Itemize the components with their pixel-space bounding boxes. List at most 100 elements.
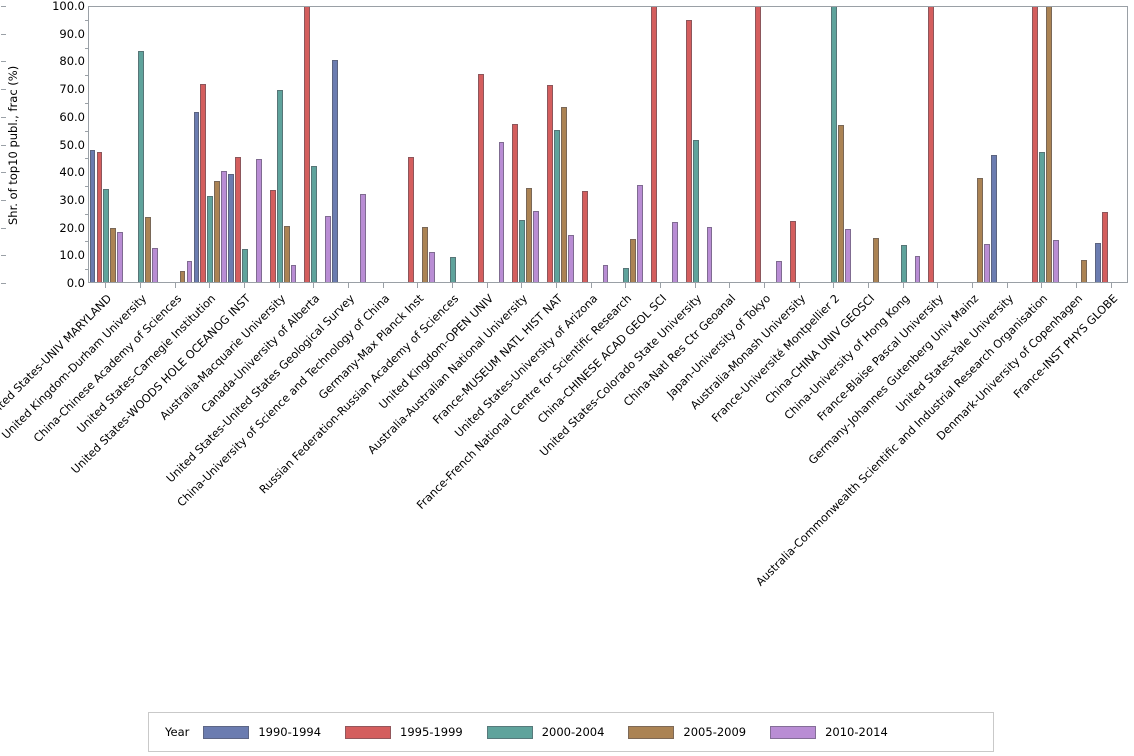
bar-group <box>89 7 124 282</box>
legend: Year 1990-1994 1995-1999 2000-2004 2005-200… <box>148 712 994 752</box>
bar <box>422 226 429 282</box>
x-tick-mark <box>937 283 939 288</box>
bar <box>602 265 609 282</box>
y-tick-label: 80.0 <box>1 54 94 68</box>
bar <box>408 156 415 282</box>
x-tick-label: Russian Federation-Russian Academy of Sc… <box>256 292 462 497</box>
bar-group <box>228 7 263 282</box>
x-tick-label: Australia-Commonwealth Scientific and In… <box>753 292 1051 589</box>
x-tick-mark <box>590 283 592 288</box>
x-tick-label: France-French National Centre for Scient… <box>414 292 635 512</box>
bar <box>117 232 124 282</box>
bar <box>311 165 318 282</box>
bar <box>200 83 207 282</box>
x-tick-mark <box>452 283 453 288</box>
legend-label: 1995-1999 <box>400 725 463 739</box>
legend-label: 2005-2009 <box>683 725 747 739</box>
bar-group <box>782 7 817 282</box>
bar-group <box>956 7 991 282</box>
legend-swatch <box>770 725 817 739</box>
bar <box>1046 7 1053 282</box>
bar-group <box>505 7 540 282</box>
x-tick-label: United States-United States Geological S… <box>163 292 358 486</box>
bar <box>526 188 533 282</box>
legend-swatch <box>203 725 250 739</box>
bar <box>1053 240 1060 282</box>
x-tick-mark <box>174 283 176 288</box>
y-tick-mark <box>1 227 6 229</box>
bar <box>276 89 283 282</box>
x-tick-label: United Kingdom-Durham University <box>0 292 150 442</box>
legend-title: Year <box>165 725 190 739</box>
bar-group <box>644 7 679 282</box>
bar <box>637 185 644 282</box>
bar <box>900 244 907 282</box>
y-tick-mark <box>1 33 6 35</box>
x-tick-mark <box>382 283 384 288</box>
y-tick-mark <box>1 255 6 257</box>
bar <box>692 139 699 282</box>
bar <box>138 50 144 282</box>
bar <box>845 229 852 282</box>
x-tick-label: Australia-Macquarie University <box>157 292 288 423</box>
x-tick-label: China-Chinese Academy of Sciences <box>30 292 184 445</box>
x-tick-label: Canada-University of Alberta <box>199 292 323 416</box>
bar <box>103 189 110 282</box>
bar <box>152 248 158 282</box>
bar <box>914 255 921 282</box>
y-minor-tick-mark <box>85 130 88 132</box>
bar <box>477 74 484 282</box>
bar <box>561 106 567 282</box>
x-tick-mark <box>105 283 107 288</box>
legend-item[interactable]: 2005-2009 <box>628 725 746 739</box>
bar-group <box>297 7 332 282</box>
y-minor-tick-mark <box>85 269 88 271</box>
bar-group <box>262 7 297 282</box>
bar-group <box>817 7 852 282</box>
x-tick-mark <box>798 283 800 288</box>
bar <box>221 170 228 282</box>
x-tick-label: China-University of Hong Kong <box>781 292 912 423</box>
x-tick-mark <box>1041 283 1043 288</box>
legend-items: 1990-1994 1995-1999 2000-2004 2005-2009 2010… <box>203 725 911 739</box>
x-tick-mark <box>209 283 211 288</box>
y-minor-tick-mark <box>85 47 88 49</box>
bar-group <box>1094 7 1127 282</box>
bars-layer <box>89 7 1127 282</box>
y-tick-mark <box>1 172 6 174</box>
bar <box>332 60 339 282</box>
x-tick-label: China-University of Science and Technolo… <box>174 292 392 510</box>
x-tick-label: United States-Yale University <box>893 292 1016 415</box>
bar <box>671 222 678 282</box>
x-tick-mark <box>868 283 869 288</box>
x-tick-mark <box>1110 283 1112 288</box>
bar-group <box>332 7 367 282</box>
legend-swatch <box>628 725 675 739</box>
bar <box>838 124 845 282</box>
legend-item[interactable]: 2010-2014 <box>770 725 888 739</box>
bar-group <box>401 7 436 282</box>
legend-item[interactable]: 2000-2004 <box>486 725 604 739</box>
y-tick-label: 100.0 <box>1 0 94 13</box>
legend-item[interactable]: 1990-1994 <box>203 725 321 739</box>
x-tick-label: France-Université Montpellier 2 <box>709 292 843 425</box>
y-minor-tick-mark <box>85 158 88 160</box>
bar <box>990 154 997 282</box>
y-minor-tick-mark <box>85 241 88 243</box>
legend-item[interactable]: 1995-1999 <box>345 725 463 739</box>
bar <box>547 85 553 282</box>
bar <box>623 268 630 282</box>
bar-group <box>713 7 748 282</box>
bar <box>983 243 990 282</box>
bar <box>110 227 117 282</box>
bar <box>630 239 637 282</box>
bar <box>228 173 234 282</box>
x-tick-mark <box>521 283 523 288</box>
x-tick-mark <box>764 283 765 288</box>
bar <box>651 7 657 282</box>
bar <box>179 270 186 282</box>
bar <box>1039 151 1046 282</box>
bar <box>450 256 456 282</box>
bar <box>928 7 935 282</box>
x-tick-mark <box>1006 283 1008 288</box>
